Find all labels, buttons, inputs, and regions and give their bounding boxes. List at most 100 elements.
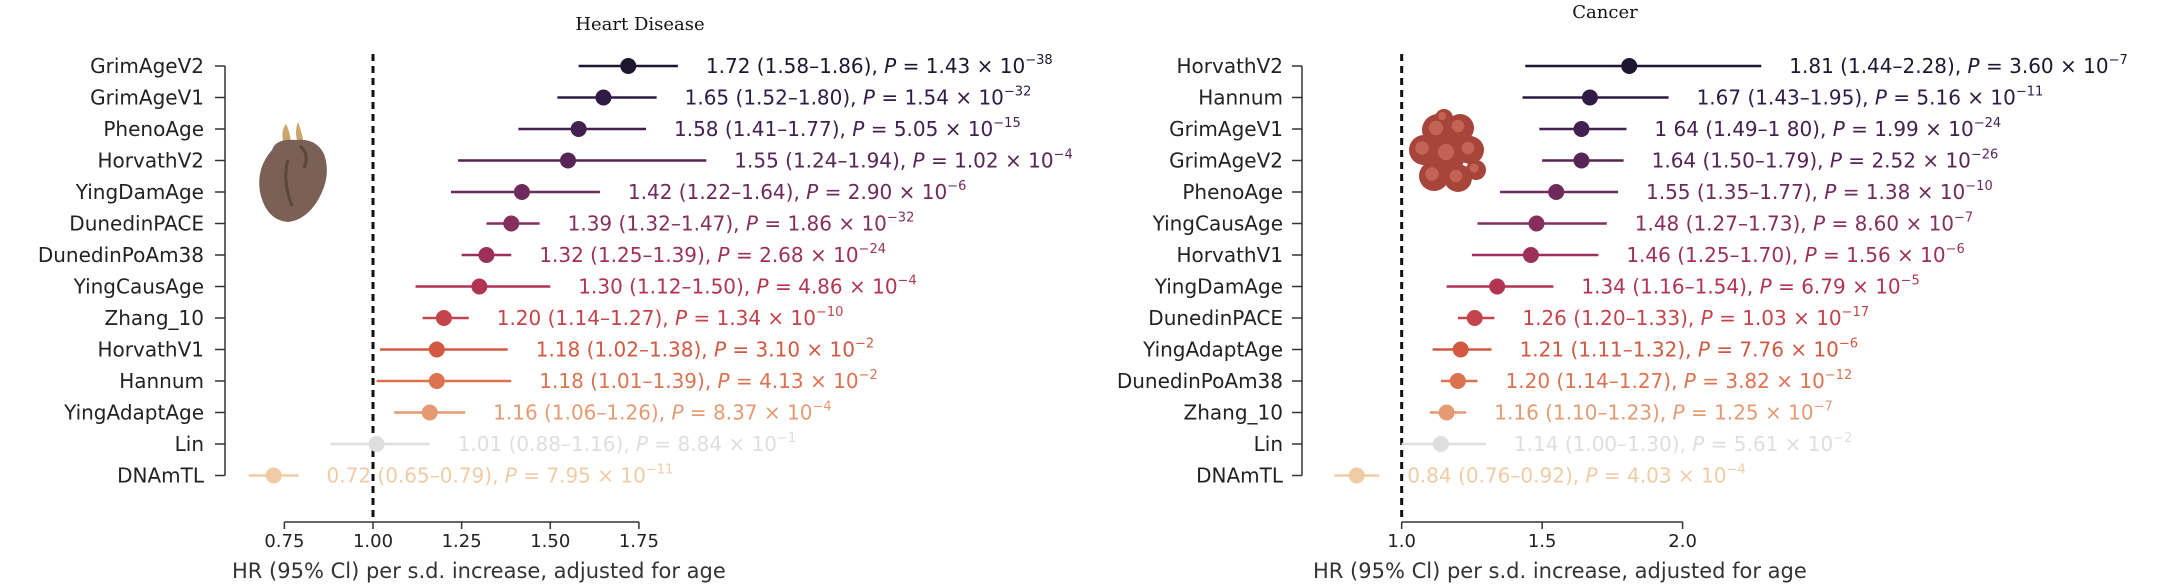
hr-ci-text: 1.18 (1.02–1.38), bbox=[536, 338, 708, 362]
p-times-ten: × 10 bbox=[2054, 54, 2109, 78]
p-equals: = bbox=[1842, 149, 1871, 173]
p-times-ten: × 10 bbox=[804, 243, 859, 267]
x-tick-label: 1.50 bbox=[530, 531, 570, 552]
forest-row: DunedinPACE 1.39 (1.32–1.47), P = 1.86 × … bbox=[69, 211, 914, 236]
row-label: YingCausAge bbox=[1152, 212, 1283, 236]
p-equals: = bbox=[1598, 464, 1627, 488]
p-mantissa: 5.61 bbox=[1734, 432, 1779, 456]
p-equals: = bbox=[1772, 275, 1801, 299]
p-equals: = bbox=[896, 54, 925, 78]
row-label: Zhang_10 bbox=[105, 306, 204, 330]
row-label: Lin bbox=[1254, 432, 1283, 456]
hr-ci-text: 1.46 (1.25–1.70), bbox=[1626, 243, 1798, 267]
forest-row: Lin 1.14 (1.00–1.30), P = 5.61 × 10−2 bbox=[1254, 431, 1853, 456]
p-symbol: P bbox=[1677, 369, 1696, 393]
hr-point bbox=[1348, 467, 1365, 484]
hr-point bbox=[1449, 373, 1466, 389]
p-equals: = bbox=[1887, 86, 1916, 110]
p-equals: = bbox=[758, 212, 787, 236]
p-symbol: P bbox=[1824, 149, 1843, 173]
row-label: PhenoAge bbox=[1182, 180, 1283, 204]
p-times-ten: × 10 bbox=[1784, 338, 1839, 362]
panel-title: Heart Disease bbox=[575, 14, 704, 35]
x-tick-label: 1.0 bbox=[1387, 531, 1416, 552]
forest-row: Lin 1.01 (0.88–1.16), P = 8.84 × 10−1 bbox=[175, 431, 797, 456]
p-times-ten: × 10 bbox=[800, 338, 855, 362]
p-exponent: −12 bbox=[1825, 368, 1852, 383]
p-times-ten: × 10 bbox=[949, 86, 1004, 110]
p-equals: = bbox=[1817, 243, 1846, 267]
hr-point bbox=[1438, 404, 1455, 421]
hr-point bbox=[1573, 121, 1590, 137]
hr-annotation: 1.21 (1.11–1.32), P = 7.76 × 10−6 bbox=[1520, 337, 1858, 362]
hr-point bbox=[503, 215, 520, 232]
p-mantissa: 1.43 bbox=[926, 54, 971, 78]
hr-ci-text: 0.72 (0.65–0.79), bbox=[327, 464, 499, 488]
hr-annotation: 1.32 (1.25–1.39), P = 2.68 × 10−24 bbox=[539, 242, 886, 267]
hr-ci-text: 1.30 (1.12–1.50), bbox=[578, 275, 750, 299]
forest-row: DNAmTL 0.84 (0.76–0.92), P = 4.03 × 10−4 bbox=[1196, 463, 1746, 488]
p-exponent: −5 bbox=[1901, 274, 1920, 289]
p-symbol: P bbox=[740, 212, 759, 236]
p-equals: = bbox=[1845, 117, 1874, 141]
p-equals: = bbox=[875, 86, 904, 110]
p-symbol: P bbox=[711, 243, 730, 267]
x-tick-label: 1.75 bbox=[619, 531, 659, 552]
p-exponent: −2 bbox=[855, 337, 874, 352]
p-symbol: P bbox=[1961, 54, 1980, 78]
p-exponent: −38 bbox=[1025, 53, 1052, 68]
p-exponent: −24 bbox=[1974, 116, 2001, 131]
p-mantissa: 3.60 bbox=[2009, 54, 2054, 78]
p-equals: = bbox=[687, 306, 716, 330]
p-times-ten: × 10 bbox=[761, 306, 816, 330]
hr-ci-text: 1.67 (1.43–1.95), bbox=[1697, 86, 1869, 110]
hr-point bbox=[560, 152, 576, 169]
p-times-ten: × 10 bbox=[758, 401, 813, 425]
p-symbol: P bbox=[1753, 275, 1772, 299]
p-symbol: P bbox=[1807, 212, 1826, 236]
hr-annotation: 1.16 (1.10–1.23), P = 1.25 × 10−7 bbox=[1494, 400, 1832, 425]
row-label: GrimAgeV2 bbox=[1169, 149, 1283, 173]
row-label: YingDamAge bbox=[1154, 275, 1283, 299]
hr-point bbox=[471, 278, 488, 295]
forest-row: Zhang_10 1.20 (1.14–1.27), P = 1.34 × 10−… bbox=[105, 305, 844, 330]
p-mantissa: 3.10 bbox=[756, 338, 801, 362]
hr-annotation: 1.42 (1.22–1.64), P = 2.90 × 10−6 bbox=[628, 179, 966, 204]
p-exponent: −4 bbox=[1726, 463, 1745, 478]
hr-annotation: 1.58 (1.41–1.77), P = 5.05 × 10−15 bbox=[674, 116, 1021, 141]
p-times-ten: × 10 bbox=[1778, 432, 1833, 456]
hr-ci-text: 1.55 (1.35–1.77), bbox=[1646, 180, 1818, 204]
hr-ci-text: 1 64 (1.49–1 80), bbox=[1654, 117, 1826, 141]
p-times-ten: × 10 bbox=[1759, 401, 1814, 425]
p-mantissa: 4.03 bbox=[1627, 464, 1672, 488]
p-equals: = bbox=[1825, 212, 1854, 236]
p-equals: = bbox=[684, 401, 713, 425]
forest-row: GrimAgeV2 1.64 (1.50–1.79), P = 2.52 × 10… bbox=[1169, 148, 1998, 173]
p-times-ten: × 10 bbox=[1919, 117, 1974, 141]
hr-annotation: 1.81 (1.44–2.28), P = 3.60 × 10−7 bbox=[1789, 53, 2127, 78]
hr-point bbox=[428, 341, 445, 358]
hr-point bbox=[570, 121, 587, 137]
p-times-ten: × 10 bbox=[1916, 149, 1971, 173]
p-mantissa: 8.84 bbox=[678, 432, 723, 456]
hr-annotation: 1.48 (1.27–1.73), P = 8.60 × 10−7 bbox=[1635, 211, 1973, 236]
row-label: GrimAgeV1 bbox=[90, 86, 204, 110]
hr-ci-text: 0.84 (0.76–0.92), bbox=[1407, 464, 1579, 488]
hr-annotation: 1.67 (1.43–1.95), P = 5.16 × 10−11 bbox=[1697, 85, 2044, 110]
p-mantissa: 2.52 bbox=[1871, 149, 1916, 173]
p-times-ten: × 10 bbox=[892, 180, 947, 204]
forest-row: HorvathV2 1.81 (1.44–2.28), P = 3.60 × 10… bbox=[1176, 53, 2127, 78]
row-label: GrimAgeV1 bbox=[1169, 117, 1283, 141]
p-equals: = bbox=[1710, 338, 1739, 362]
forest-row: DNAmTL 0.72 (0.65–0.79), P = 7.95 × 10−11 bbox=[117, 463, 673, 488]
hr-ci-text: 1.34 (1.16–1.54), bbox=[1581, 275, 1753, 299]
p-symbol: P bbox=[1798, 243, 1817, 267]
p-times-ten: × 10 bbox=[1910, 180, 1965, 204]
hr-point bbox=[1489, 278, 1506, 295]
p-exponent: −26 bbox=[1971, 148, 1998, 163]
hr-point bbox=[1433, 436, 1449, 452]
hr-ci-text: 1.18 (1.01–1.39), bbox=[539, 369, 711, 393]
p-mantissa: 1.54 bbox=[904, 86, 949, 110]
hr-ci-text: 1.16 (1.10–1.23), bbox=[1494, 401, 1666, 425]
